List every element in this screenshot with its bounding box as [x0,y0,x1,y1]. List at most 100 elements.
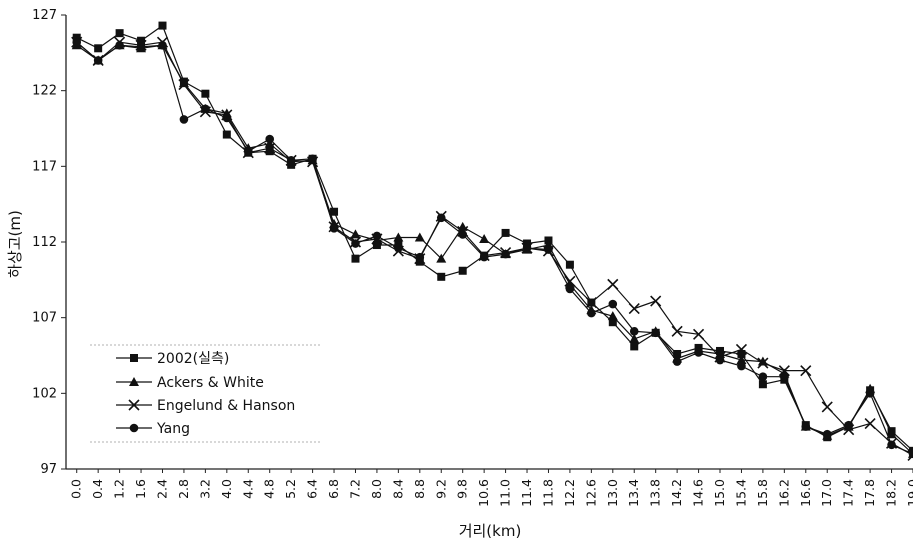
x-tick-label: 8.0 [369,479,384,499]
legend-item-2: Engelund & Hanson [116,398,295,414]
legend: 2002(실측) Ackers & White Engelund & Hanson Y… [90,344,320,443]
x-tick-label: 16.2 [776,479,791,507]
y-tick-label: 107 [32,311,57,326]
data-point-square [523,239,532,248]
x-axis: 0.0 0.4 1.2 1.6 2.4 2.8 3.2 4.0 4.4 4.8 5.2 6.4 6.8 7… [69,469,913,507]
data-point-circle [822,429,832,439]
data-point-square [330,207,339,216]
data-point-circle [351,239,360,248]
data-point-square [437,272,446,281]
x-tick-label: 6.4 [305,479,320,499]
data-point-circle [394,243,403,253]
data-point-square [501,228,510,237]
legend-label: 2002(실측) [157,351,229,367]
data-point-circle [415,252,425,262]
data-point-circle [479,252,489,262]
data-point-triangle [414,232,425,242]
series-3 [72,37,913,459]
data-point-x [564,275,576,287]
x-tick-label: 14.6 [691,479,706,507]
data-point-circle [308,154,317,164]
legend-label: Engelund & Hanson [157,398,295,414]
y-axis-title: 하상고(m) [6,210,24,278]
x-tick-label: 11.4 [519,479,534,507]
y-tick-label: 122 [32,84,57,99]
data-point-triangle [736,355,747,365]
y-axis: 97 102 107 112 117 122 127 [32,8,66,477]
data-point-circle [737,361,746,371]
data-point-square [222,130,231,139]
x-tick-label: 12.2 [562,479,577,507]
x-tick-label: 17.8 [862,479,877,507]
x-tick-label: 17.4 [841,479,856,507]
data-point-square [115,29,124,38]
x-tick-label: 0.4 [90,479,105,499]
x-tick-label: 2.8 [176,479,191,499]
y-tick-label: 102 [32,386,57,401]
data-point-square [608,318,617,327]
data-point-circle [136,42,146,52]
x-tick-label: 17.0 [819,479,834,507]
data-point-triangle [629,333,640,343]
series-line [76,41,913,455]
data-point-square [758,380,767,389]
data-point-square [415,257,424,266]
data-point-circle [72,37,82,47]
data-point-circle [372,231,382,241]
data-point-triangle [129,377,139,386]
x-axis-title: 거리(km) [459,522,522,540]
data-point-x [650,295,662,307]
x-tick-label: 4.0 [219,479,234,499]
data-point-triangle [479,233,490,243]
x-tick-label: 5.2 [283,479,298,499]
data-point-circle [93,56,103,65]
data-point-circle [115,40,124,50]
data-point-circle [758,372,768,381]
data-point-circle [329,224,339,233]
data-point-triangle [350,229,361,239]
data-point-triangle [436,253,447,263]
data-point-circle [544,245,553,254]
data-point-x [264,142,276,154]
data-point-circle [844,420,853,430]
data-point-x [821,401,833,413]
data-point-circle [286,155,296,165]
y-tick-label: 127 [32,8,57,23]
series-line [76,24,913,452]
data-point-square [565,260,574,269]
data-point-circle [908,449,913,459]
x-tick-label: 16.6 [798,479,813,507]
x-tick-label: 1.2 [112,479,127,499]
data-point-x [178,79,190,91]
data-point-x [864,418,876,430]
data-point-square [351,254,360,263]
data-point-square [201,89,210,98]
data-point-circle [887,440,896,450]
x-tick-label: 9.2 [433,479,448,499]
data-point-square [94,44,103,53]
data-point-x [671,325,683,337]
data-point-circle [179,115,189,124]
x-tick-label: 15.8 [755,479,770,507]
x-tick-label: 2.4 [154,479,169,499]
x-tick-label: 13.0 [605,479,620,507]
x-tick-label: 4.4 [240,479,255,499]
legend-label: Ackers & White [157,375,264,391]
data-point-triangle [757,356,768,366]
data-point-x [778,365,790,377]
data-point-circle [715,355,725,365]
data-point-x [585,296,597,309]
legend-item-3: Yang [116,421,190,437]
x-tick-label: 19.0 [905,479,913,507]
x-tick-label: 8.4 [390,479,405,499]
data-point-triangle [886,429,897,439]
data-point-square [737,349,746,358]
data-point-square [265,147,274,156]
x-tick-label: 15.4 [733,479,748,507]
data-point-triangle [178,78,189,88]
data-point-circle [201,104,210,114]
legend-item-0: 2002(실측) [116,351,229,367]
x-tick-label: 4.8 [262,479,277,499]
x-tick-label: 15.0 [712,479,727,507]
